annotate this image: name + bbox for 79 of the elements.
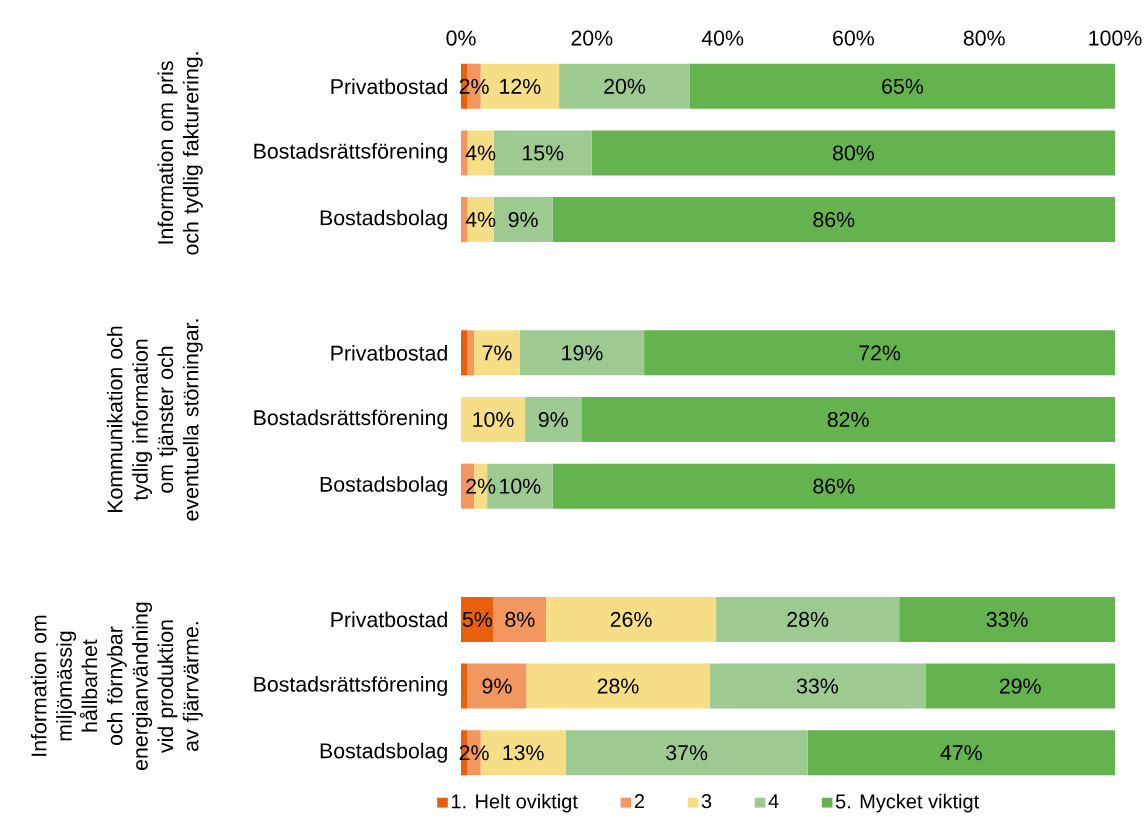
- bar: [709, 663, 926, 709]
- data-label: 15%: [523, 145, 564, 161]
- data-label: 47%: [940, 745, 982, 761]
- legend-label: 5. Mycket viktigt: [835, 793, 980, 813]
- bar: [526, 663, 710, 709]
- data-label: 9%: [538, 411, 568, 428]
- text: Kommunikation och tydlig information om tjänster och eventuella störningar.: [106, 319, 203, 521]
- x-tick-label: 40%: [701, 30, 744, 46]
- bar: [493, 596, 547, 642]
- y-tick-label: Bostadsbolag: [320, 742, 447, 763]
- data-label: 9%: [508, 212, 538, 228]
- bar: [467, 330, 475, 376]
- bar: [552, 463, 1115, 509]
- y-tick-label: Bostadsbolag: [320, 476, 447, 497]
- data-label: 4%: [465, 145, 496, 161]
- bar: [899, 596, 1115, 642]
- x-tick-label: 0%: [446, 30, 476, 46]
- data-label: 2%: [466, 478, 496, 494]
- bar: [925, 663, 1115, 709]
- data-label: 86%: [813, 212, 855, 228]
- y-tick-label: Bostadsrättsförening: [254, 143, 447, 163]
- data-label: 37%: [666, 745, 708, 761]
- data-label: 8%: [505, 611, 535, 627]
- data-label: 10%: [500, 478, 541, 494]
- data-label: 9%: [482, 678, 512, 694]
- data-label: 26%: [610, 611, 652, 627]
- bar: [546, 596, 717, 642]
- data-label: 33%: [796, 678, 839, 694]
- bar: [591, 130, 1115, 176]
- y-tick-label: Bostadsrättsförening: [254, 676, 447, 696]
- bar: [807, 730, 1115, 776]
- data-label: 5%: [462, 611, 493, 627]
- legend-label: 2: [634, 794, 644, 809]
- data-label: 33%: [986, 611, 1028, 627]
- bar: [559, 63, 690, 109]
- bar: [467, 663, 527, 709]
- legend-label: 4: [768, 794, 779, 808]
- bar: [689, 63, 1115, 109]
- data-label: 19%: [562, 345, 603, 361]
- bar: [461, 330, 468, 376]
- data-label: 80%: [832, 145, 874, 161]
- data-label: 20%: [604, 78, 646, 94]
- x-tick-label: 20%: [571, 30, 613, 46]
- bar: [716, 596, 900, 642]
- y-tick-label: Bostadsbolag: [320, 209, 447, 230]
- data-label: 13%: [503, 745, 544, 761]
- x-tick-label: 60%: [833, 30, 874, 46]
- bar: [461, 397, 526, 443]
- y-tick-label: Privatbostad: [331, 611, 447, 628]
- data-label: 10%: [473, 411, 514, 428]
- legend-label: 1. Helt oviktigt: [451, 793, 578, 813]
- text: Information om miljömässig hållbarhet och förnybar energianvändning vid produktion av fjärrvärme.: [30, 602, 203, 770]
- text: Information om pris och tydlig fakturering.: [157, 52, 203, 255]
- data-label: 82%: [827, 411, 869, 428]
- y-tick-label: Privatbostad: [331, 345, 447, 361]
- data-label: 4%: [465, 212, 496, 228]
- data-label: 28%: [597, 678, 639, 694]
- y-tick-label: Privatbostad: [331, 78, 447, 95]
- legend-label: 3: [701, 794, 712, 809]
- bar: [525, 397, 582, 443]
- y-tick-label: Bostadsrättsförening: [254, 409, 447, 430]
- data-label: 65%: [882, 78, 924, 94]
- data-label: 86%: [813, 478, 855, 494]
- bar: [461, 663, 468, 709]
- data-label: 29%: [999, 678, 1041, 694]
- bar: [552, 197, 1115, 243]
- data-label: 72%: [859, 345, 901, 361]
- data-label: 7%: [482, 345, 512, 361]
- bar: [644, 330, 1115, 376]
- x-tick-label: 100%: [1089, 30, 1142, 46]
- bar: [581, 397, 1115, 443]
- data-label: 12%: [500, 78, 541, 94]
- bar: [467, 130, 494, 176]
- bar: [474, 330, 520, 376]
- bar: [467, 197, 494, 243]
- x-tick-label: 80%: [963, 30, 1005, 46]
- bar: [519, 330, 645, 376]
- data-label: 28%: [787, 611, 829, 627]
- bar: [565, 730, 808, 776]
